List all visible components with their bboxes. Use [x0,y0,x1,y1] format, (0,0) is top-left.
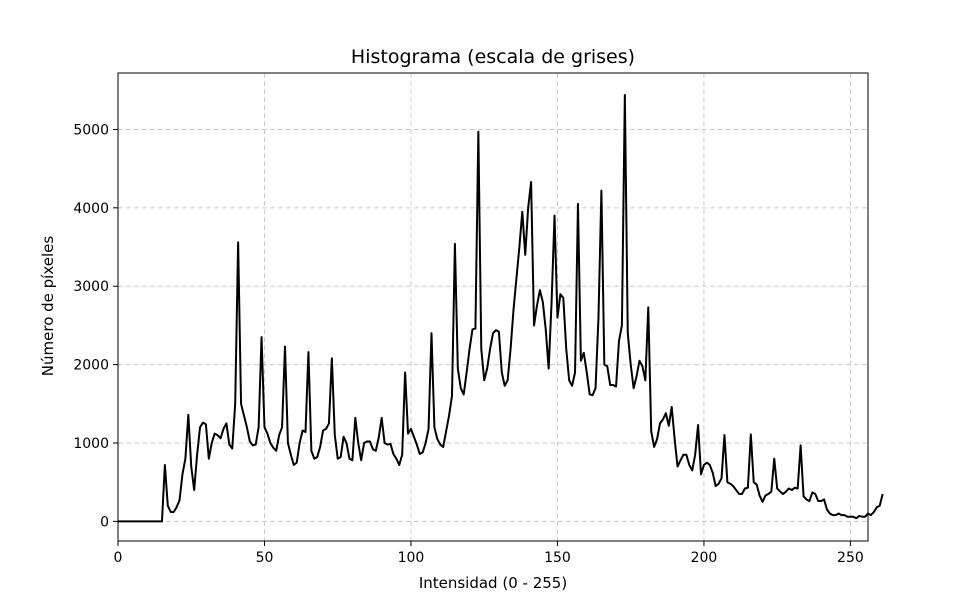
x-tick-label: 150 [544,550,571,566]
y-axis-label: Número de píxeles [39,236,57,377]
x-tick-label: 100 [398,550,425,566]
x-tick-label: 200 [691,550,718,566]
x-tick-label: 250 [837,550,864,566]
y-tick-label: 3000 [73,279,109,295]
x-tick-label: 50 [256,550,274,566]
series-group [118,93,884,523]
plot-frame [117,72,869,542]
y-tick-label: 1000 [73,436,109,452]
y-axis: 0 1000 2000 3000 4000 5000 [73,122,118,530]
y-tick-label: 2000 [73,358,109,374]
y-tick-label: 4000 [73,201,109,217]
x-tick-label: 0 [114,550,123,566]
x-axis: 0 50 100 150 200 250 [114,541,864,566]
chart-title: Histograma (escala de grises) [351,46,635,68]
x-axis-label: Intensidad (0 - 255) [419,574,567,592]
y-tick-label: 0 [100,514,109,530]
series-line-0 [118,93,884,523]
y-tick-label: 5000 [73,122,109,138]
